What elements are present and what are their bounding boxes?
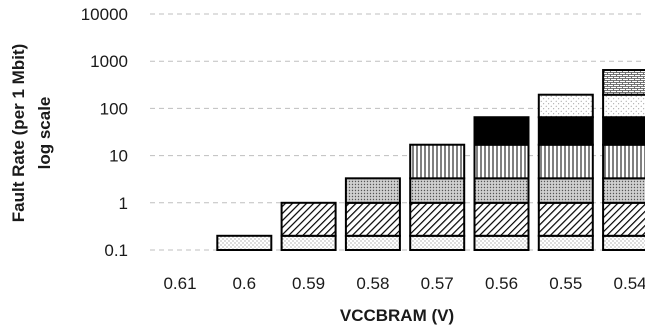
x-tick-label: 0.61 <box>163 274 196 293</box>
y-tick-label: 0.1 <box>104 241 128 260</box>
bar-segment <box>537 177 594 204</box>
x-tick-labels: 0.61 0.6 0.59 0.58 0.57 0.56 0.55 0.54 <box>163 274 645 293</box>
bar-segment <box>409 234 466 251</box>
bar-segment <box>280 234 337 251</box>
y-axis-title-line-2: log scale <box>35 97 54 170</box>
bar-segment <box>602 201 645 237</box>
bar-segment <box>537 116 594 146</box>
x-tick-label: 0.56 <box>485 274 518 293</box>
x-tick-label: 0.6 <box>232 274 256 293</box>
bar-segment <box>602 116 645 146</box>
y-tick-label: 10 <box>109 147 128 166</box>
bar-segment <box>409 201 466 237</box>
bar-segment <box>344 201 401 237</box>
bar-segment <box>473 201 530 237</box>
bar-segment <box>409 143 466 180</box>
bar-segment <box>602 69 645 96</box>
bar-segment <box>537 201 594 237</box>
x-tick-label: 0.58 <box>356 274 389 293</box>
bar-segment <box>216 234 273 251</box>
bar-segment <box>537 234 594 251</box>
bar-segment <box>344 234 401 251</box>
x-tick-label: 0.57 <box>421 274 454 293</box>
bar-segment <box>602 93 645 119</box>
bar-segment <box>602 177 645 204</box>
x-tick-label: 0.59 <box>292 274 325 293</box>
y-tick-labels: 0.1 1 10 100 1000 10000 <box>81 5 128 260</box>
y-axis-title-line-1: Fault Rate (per 1 Mbit) <box>9 44 28 223</box>
bars <box>216 69 645 251</box>
x-axis-title: VCCBRAM (V) <box>340 306 454 325</box>
bar-segment <box>344 177 401 204</box>
bar-segment <box>473 234 530 251</box>
bar-segment <box>537 143 594 180</box>
bar-segment <box>537 93 594 119</box>
bar-segment <box>280 201 337 237</box>
y-axis-title: Fault Rate (per 1 Mbit) log scale <box>9 44 54 223</box>
x-tick-label: 0.55 <box>549 274 582 293</box>
y-tick-label: 1 <box>119 194 128 213</box>
y-tick-label: 10000 <box>81 5 128 24</box>
x-tick-label: 0.54 <box>614 274 645 293</box>
y-tick-label: 100 <box>100 99 128 118</box>
bar-segment <box>473 116 530 146</box>
y-tick-label: 1000 <box>90 52 128 71</box>
bar-segment <box>409 177 466 204</box>
bar-segment <box>473 177 530 204</box>
bar-segment <box>602 143 645 180</box>
bar-segment <box>473 143 530 180</box>
bar-segment <box>602 234 645 251</box>
